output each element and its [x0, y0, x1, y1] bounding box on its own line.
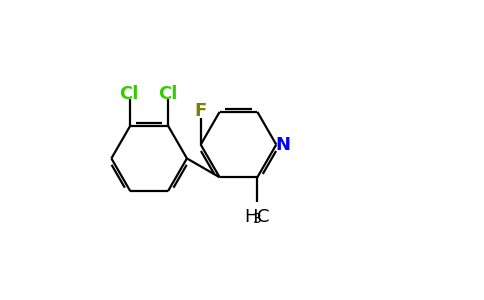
- Text: N: N: [275, 136, 290, 154]
- Text: C: C: [257, 208, 270, 226]
- Text: Cl: Cl: [158, 85, 178, 103]
- Text: 3: 3: [253, 212, 261, 226]
- Text: F: F: [195, 102, 207, 120]
- Text: Cl: Cl: [119, 85, 138, 103]
- Text: H: H: [244, 208, 257, 226]
